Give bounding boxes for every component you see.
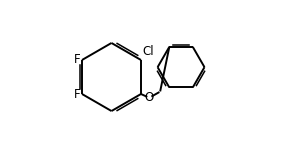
Text: F: F bbox=[73, 87, 80, 101]
Text: F: F bbox=[73, 53, 80, 67]
Text: Cl: Cl bbox=[143, 45, 154, 58]
Text: O: O bbox=[145, 91, 154, 104]
